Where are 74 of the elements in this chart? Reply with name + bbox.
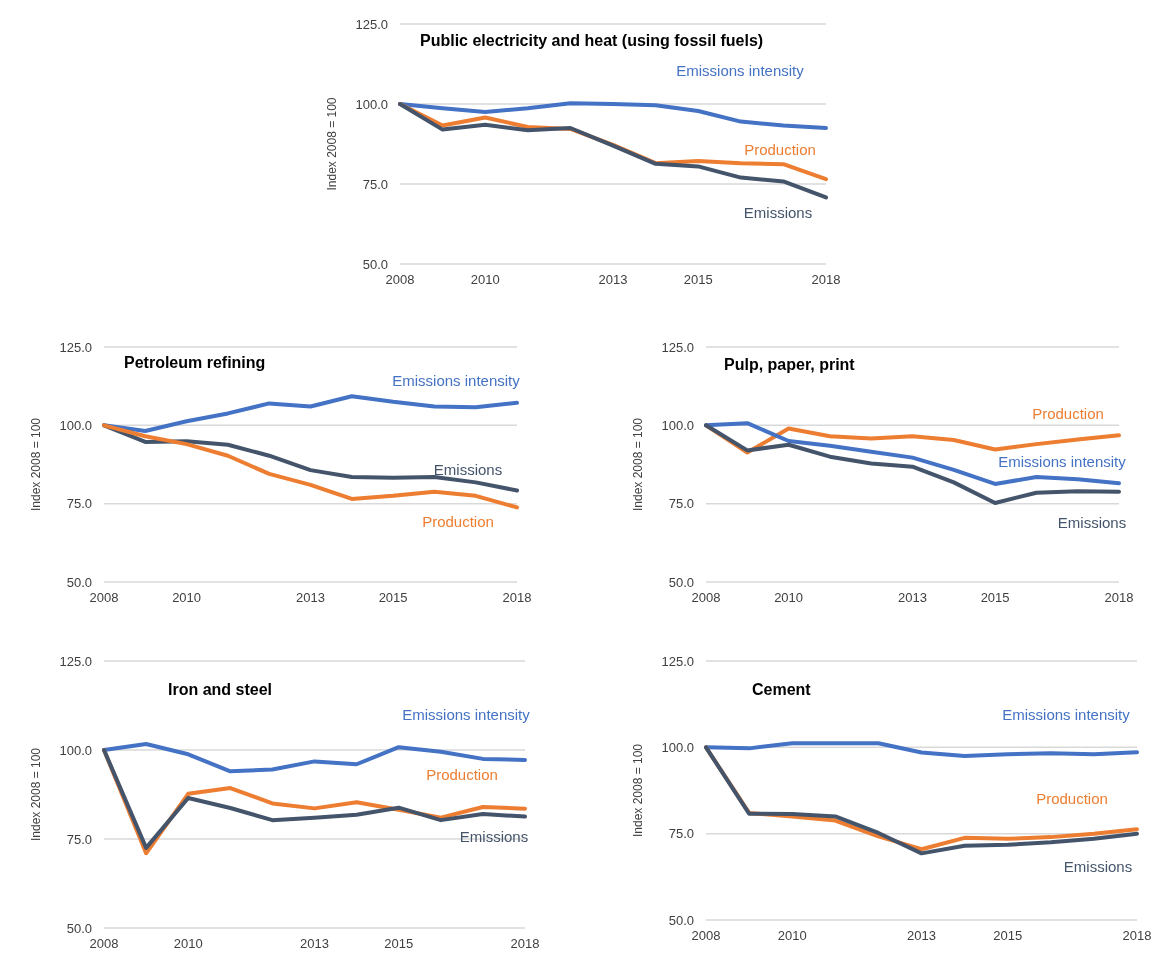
series-label: Emissions intensity xyxy=(998,453,1127,470)
series-label: Production xyxy=(426,766,498,783)
y-axis-title: Index 2008 = 100 xyxy=(631,417,645,512)
y-tick-label: 100.0 xyxy=(59,417,92,433)
x-tick-label: 2008 xyxy=(89,936,119,951)
x-tick-label: 2010 xyxy=(470,272,500,287)
y-tick-label: 50.0 xyxy=(66,574,92,590)
series-label: Production xyxy=(744,141,816,158)
x-tick-label: 2010 xyxy=(172,590,202,605)
x-tick-label: 2008 xyxy=(385,272,415,287)
x-tick-label: 2015 xyxy=(384,936,414,951)
line-series xyxy=(398,101,828,130)
y-tick-label: 100.0 xyxy=(661,739,694,755)
series-label: Emissions xyxy=(1063,858,1133,875)
x-tick-label: 2015 xyxy=(993,928,1023,943)
y-tick-label: 50.0 xyxy=(668,574,694,590)
y-tick-label: 125.0 xyxy=(59,339,92,355)
series-label: Emissions intensity xyxy=(676,62,805,79)
y-axis-title: Index 2008 = 100 xyxy=(29,747,43,842)
x-tick-label: 2015 xyxy=(980,590,1010,605)
series-label: Emissions intensity xyxy=(402,706,531,723)
y-tick-label: 75.0 xyxy=(668,496,694,512)
x-tick-label: 2018 xyxy=(1122,928,1152,943)
series-label: Emissions xyxy=(433,461,503,478)
y-axis-title: Index 2008 = 100 xyxy=(631,743,645,838)
x-tick-label: 2013 xyxy=(598,272,628,287)
x-tick-label: 2018 xyxy=(510,936,540,951)
y-tick-label: 125.0 xyxy=(355,16,388,32)
chart-title: Petroleum refining xyxy=(124,354,266,371)
x-tick-label: 2013 xyxy=(296,590,325,605)
text: Public electricity and heat (using fossil fuels) xyxy=(420,32,764,49)
x-tick-label: 2013 xyxy=(898,590,927,605)
y-tick-label: 75.0 xyxy=(362,176,388,192)
line-series xyxy=(704,741,1139,758)
x-tick-label: 2010 xyxy=(173,936,203,951)
series-label: Production xyxy=(1032,405,1104,422)
series-label: Production xyxy=(1036,790,1108,807)
y-tick-label: 50.0 xyxy=(66,920,92,936)
text: Pulp, paper, print xyxy=(724,356,856,373)
x-tick-label: 2018 xyxy=(811,272,841,287)
y-axis-title: Index 2008 = 100 xyxy=(29,417,43,512)
y-axis-title: Index 2008 = 100 xyxy=(325,97,339,191)
text: Cement xyxy=(752,681,812,698)
y-tick-label: 75.0 xyxy=(668,826,694,842)
y-tick-label: 125.0 xyxy=(661,653,694,669)
y-tick-label: 75.0 xyxy=(66,831,92,847)
text: Iron and steel xyxy=(168,681,273,698)
x-tick-label: 2008 xyxy=(691,590,721,605)
x-tick-label: 2015 xyxy=(378,590,408,605)
x-tick-label: 2008 xyxy=(691,928,721,943)
y-tick-label: 50.0 xyxy=(362,256,388,272)
x-tick-label: 2013 xyxy=(300,936,329,951)
line-series xyxy=(398,102,828,200)
series-label: Emissions intensity xyxy=(392,372,521,389)
series-label: Emissions xyxy=(743,204,813,221)
x-tick-label: 2018 xyxy=(1104,590,1134,605)
series-label: Emissions xyxy=(1057,514,1127,531)
x-tick-label: 2010 xyxy=(774,590,804,605)
x-tick-label: 2018 xyxy=(502,590,532,605)
x-tick-label: 2013 xyxy=(907,928,936,943)
x-tick-label: 2010 xyxy=(777,928,807,943)
line-series xyxy=(102,423,519,510)
series-label: Emissions xyxy=(459,828,529,845)
y-tick-label: 75.0 xyxy=(66,496,92,512)
y-tick-label: 100.0 xyxy=(661,417,694,433)
y-tick-label: 125.0 xyxy=(661,339,694,355)
y-tick-label: 50.0 xyxy=(668,912,694,928)
series-label: Emissions intensity xyxy=(1002,706,1131,723)
y-tick-label: 125.0 xyxy=(59,653,92,669)
x-tick-label: 2008 xyxy=(89,590,119,605)
x-tick-label: 2015 xyxy=(683,272,713,287)
y-tick-label: 100.0 xyxy=(59,742,92,758)
y-tick-label: 100.0 xyxy=(355,96,388,112)
series-label: Production xyxy=(422,513,494,530)
